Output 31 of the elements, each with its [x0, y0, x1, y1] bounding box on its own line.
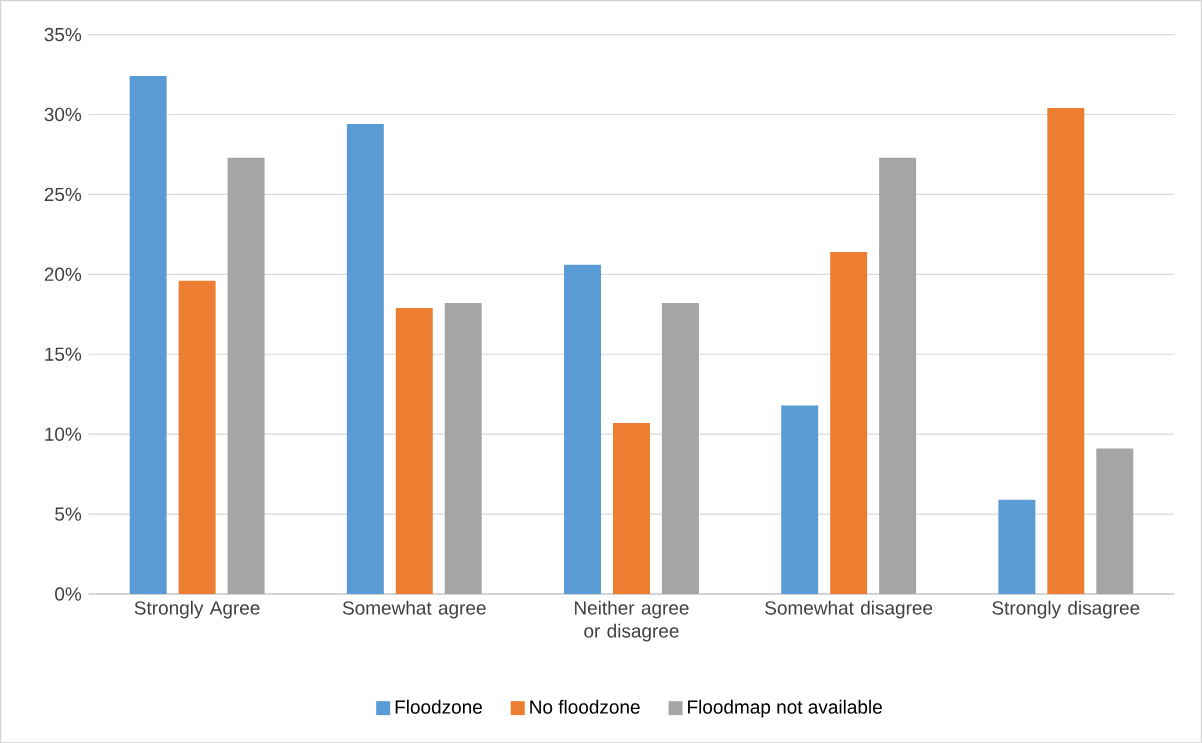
bar: [395, 307, 433, 594]
x-tick-label: Somewhat disagree: [765, 600, 933, 619]
legend-label: Floodmap not available: [688, 699, 882, 718]
bar: [830, 251, 868, 594]
bar: [612, 422, 650, 594]
bar: [129, 75, 167, 594]
bar: [346, 123, 384, 594]
y-tick-label: 25%: [44, 187, 82, 201]
y-tick-label: 0%: [55, 587, 82, 601]
y-tick-label: 5%: [55, 507, 82, 521]
bar: [178, 280, 216, 594]
y-tick-label: 20%: [44, 267, 82, 281]
y-tick-label: 35%: [44, 27, 82, 42]
x-tick-label: Strongly Agree: [134, 600, 260, 619]
y-tick-label: 15%: [45, 347, 82, 361]
y-tick-label: 30%: [44, 107, 82, 121]
bar: [1096, 448, 1134, 594]
x-tick-label: Somewhat agree: [342, 600, 486, 619]
x-tick-label: Strongly disagree: [992, 600, 1140, 619]
bar: [781, 405, 819, 594]
y-tick-label: 10%: [45, 427, 82, 441]
legend-label: No floodzone: [530, 699, 640, 714]
bar: [1047, 107, 1085, 594]
bar: [564, 264, 601, 594]
bar: [227, 157, 265, 594]
bar: [998, 499, 1036, 594]
x-tick-label: Neither agree or disagree: [575, 600, 689, 642]
bar: [879, 157, 917, 594]
legend-label: Floodzone: [395, 699, 482, 714]
bar: [444, 302, 482, 594]
bar: [661, 302, 699, 594]
